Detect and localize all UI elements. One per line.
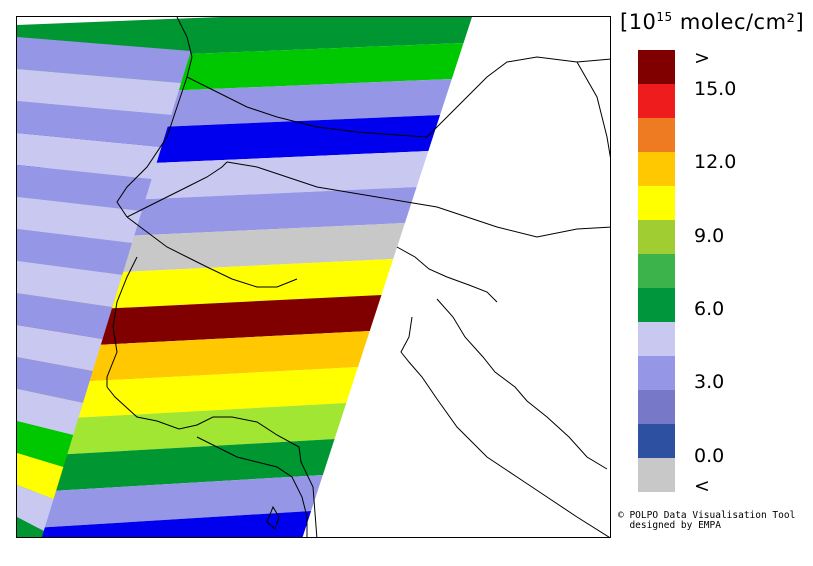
swath-band: [17, 511, 312, 537]
colorbar-segment: [638, 50, 675, 84]
colorbar-segment: [638, 288, 675, 322]
swath-band-left: [17, 421, 74, 467]
border-switzerland: [126, 161, 228, 218]
swath-band-left: [17, 197, 142, 243]
colorbar-segment: [638, 322, 675, 356]
swath-band-left: [17, 37, 191, 83]
map-canvas: [17, 17, 610, 537]
swath-band-left: [17, 261, 123, 307]
colorbar-segment: [638, 84, 675, 118]
swath-band-left: [17, 357, 93, 403]
colorbar-segment: [638, 390, 675, 424]
swath-band-left: [17, 325, 103, 371]
colorbar-segment: [638, 254, 675, 288]
swath-band-left: [17, 165, 152, 211]
colorbar-segment: [638, 186, 675, 220]
swath-band-left: [17, 133, 162, 179]
swath-band-left: [17, 293, 113, 339]
legend-unit-prefix: [10: [620, 10, 657, 34]
swath-band: [17, 403, 347, 457]
legend-unit-title: [1015 molec/cm²]: [620, 10, 804, 34]
border-france-germany: [116, 17, 193, 218]
colorbar-segment: [638, 118, 675, 152]
swath-band: [17, 367, 359, 421]
swath-band: [17, 331, 370, 385]
credit-line-2: designed by EMPA: [618, 520, 721, 531]
border-switzerland-italy: [126, 216, 298, 288]
map-panel[interactable]: [16, 16, 611, 538]
credit-text: © POLPO Data Visualisation Tool designed…: [618, 511, 795, 531]
colorbar-label: 15.0: [694, 78, 737, 100]
coastline-croatia: [436, 298, 608, 470]
colorbar-label: >: [694, 47, 710, 69]
legend-unit-suffix: molec/cm²]: [672, 10, 805, 34]
border-austria-east: [426, 56, 610, 138]
colorbar-segment: [638, 458, 675, 492]
coastline-adriatic-north: [400, 316, 610, 537]
colorbar-label: 12.0: [694, 151, 737, 173]
swath-band-left: [17, 101, 172, 147]
legend-unit-exponent: 15: [656, 10, 673, 24]
swath-band-left: [17, 453, 64, 499]
border-tuscany: [196, 436, 308, 537]
swath-band-left: [17, 517, 44, 537]
swath-band-left: [17, 69, 182, 115]
swath-band-left: [17, 229, 133, 275]
border-france-italy: [106, 256, 138, 387]
colorbar-label: 9.0: [694, 225, 725, 247]
coastline-italy: [106, 386, 318, 537]
satellite-swath-layer: [17, 17, 473, 537]
credit-line-1: © POLPO Data Visualisation Tool: [618, 510, 796, 521]
border-hungary: [576, 61, 610, 159]
swath-band-left: [17, 485, 54, 531]
country-borders: [106, 17, 610, 537]
colorbar-segment: [638, 152, 675, 186]
swath-band: [17, 475, 323, 529]
border-italy-slovenia: [396, 246, 498, 303]
border-austria-south: [226, 161, 610, 238]
colorbar-label: 3.0: [694, 371, 725, 393]
colorbar-label: 6.0: [694, 298, 725, 320]
border-corsica: [266, 505, 280, 530]
colorbar-label: 0.0: [694, 445, 725, 467]
swath-band: [17, 439, 335, 493]
swath-band-left: [17, 389, 83, 435]
colorbar-segment: [638, 356, 675, 390]
colorbar-segment: [638, 220, 675, 254]
border-germany-austria: [186, 76, 428, 138]
legend: [1015 molec/cm²] >15.0 12.0 9.0 6.0 3.0 0.0 < …: [600, 0, 813, 566]
colorbar-segment: [638, 424, 675, 458]
colorbar-label: <: [694, 475, 710, 497]
